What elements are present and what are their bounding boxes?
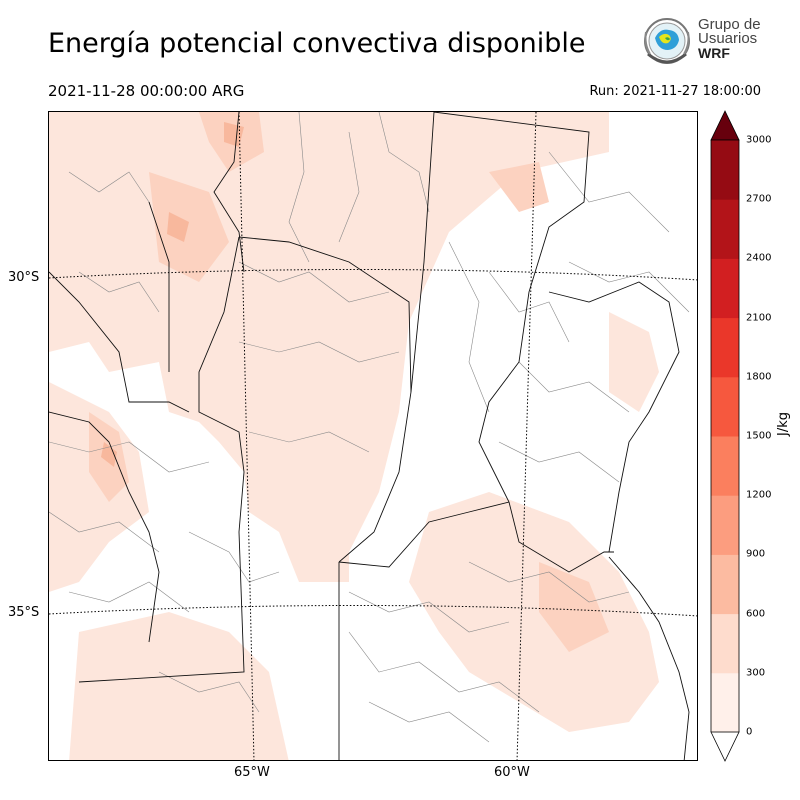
cape-map bbox=[49, 112, 697, 760]
colorbar bbox=[710, 110, 740, 762]
map-panel bbox=[48, 111, 698, 761]
colorbar-tick-label: 2400 bbox=[746, 252, 772, 264]
chart-title: Energía potencial convectiva disponible bbox=[48, 28, 586, 59]
colorbar-tick-label: 0 bbox=[746, 726, 753, 738]
logo-globe-icon bbox=[644, 18, 690, 64]
valid-time: 2021-11-28 00:00:00 ARG bbox=[48, 82, 245, 100]
grupo-usuarios-wrf-logo: Grupo de Usuarios WRF bbox=[638, 14, 768, 72]
colorbar-segment bbox=[711, 613, 739, 674]
lat-label-35s: 35°S bbox=[8, 605, 40, 620]
cape-shading bbox=[49, 112, 659, 760]
colorbar-segment bbox=[711, 376, 739, 437]
lon-label-60w: 60°W bbox=[494, 765, 530, 780]
colorbar-tick-label: 1800 bbox=[746, 371, 772, 383]
logo-line2: Usuarios bbox=[698, 30, 758, 47]
colorbar-tick-label: 2700 bbox=[746, 193, 772, 205]
colorbar-segment bbox=[711, 672, 739, 733]
colorbar-border bbox=[710, 139, 740, 733]
colorbar-tick-label: 1200 bbox=[746, 489, 772, 501]
colorbar-tick-label: 3000 bbox=[746, 134, 772, 146]
colorbar-extend-max bbox=[710, 110, 740, 141]
colorbar-segment bbox=[711, 317, 739, 378]
cape-shading-strong bbox=[101, 122, 244, 467]
colorbar-segment bbox=[711, 554, 739, 615]
colorbar-extend-min bbox=[710, 731, 740, 762]
colorbar-tick-label: 900 bbox=[746, 548, 766, 560]
province-boundaries bbox=[49, 112, 690, 760]
logo-line3: WRF bbox=[698, 45, 730, 61]
colorbar-segment bbox=[711, 258, 739, 319]
colorbar-tick-label: 600 bbox=[746, 608, 766, 620]
graticule bbox=[49, 112, 697, 760]
lon-label-65w: 65°W bbox=[234, 765, 270, 780]
lat-label-30s: 30°S bbox=[8, 270, 40, 285]
colorbar-segment bbox=[711, 436, 739, 496]
logo-line1: Grupo de bbox=[698, 16, 761, 33]
cape-shading-mid bbox=[89, 112, 609, 652]
colorbar-segment bbox=[711, 495, 739, 555]
colorbar-tick-label: 300 bbox=[746, 667, 766, 679]
run-time: Run: 2021-11-27 18:00:00 bbox=[589, 84, 761, 99]
colorbar-tick-label: 2100 bbox=[746, 312, 772, 324]
colorbar-segment bbox=[711, 140, 739, 200]
colorbar-segment bbox=[711, 199, 739, 259]
colorbar-tick-label: 1500 bbox=[746, 430, 772, 442]
colorbar-unit: J/kg bbox=[776, 412, 791, 436]
